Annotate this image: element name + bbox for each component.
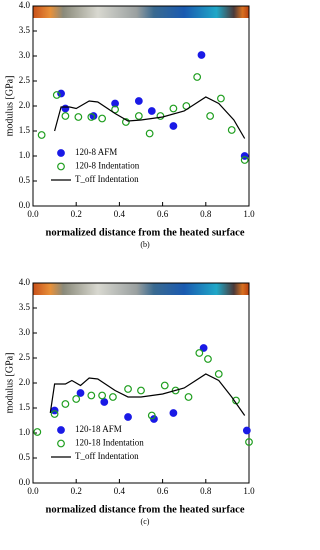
data-point	[242, 426, 251, 435]
x-tick-label: 0.4	[114, 209, 126, 219]
data-point	[217, 94, 225, 103]
caption: (c)	[141, 517, 150, 526]
data-point	[98, 391, 107, 400]
data-point	[214, 370, 223, 378]
y-tick-label: 3.5	[19, 302, 31, 312]
data-point	[121, 118, 130, 126]
y-tick-label: 0.0	[19, 477, 31, 487]
legend-swatch	[57, 162, 65, 171]
data-point	[33, 428, 42, 436]
x-tick-label: 1.0	[243, 209, 255, 219]
data-point	[245, 438, 253, 446]
y-axis-label: modulus [GPa]	[4, 76, 15, 137]
y-tick-label: 4.0	[19, 0, 31, 10]
legend-swatch	[57, 149, 65, 157]
x-tick-label: 0.8	[200, 209, 212, 219]
data-point	[100, 398, 109, 406]
legend-label: 120-18 Indentation	[75, 438, 144, 448]
data-point	[37, 131, 46, 139]
figure: 0.0 0.5 1.0 1.5 2.0 2.5 3.0 3.5 4.0 0.0 0.2 0.4 0.6 0…	[4, 0, 255, 526]
y-tick-label: 2.5	[19, 352, 31, 362]
chart-panel: 0.0 0.5 1.0 1.5 2.0 2.5 3.0 3.5 4.0 0.0 0.2 0.4 0.6 0…	[4, 0, 255, 249]
legend-label: T_off Indentation	[75, 174, 139, 184]
data-point	[197, 51, 206, 59]
data-point	[240, 156, 249, 164]
data-point	[156, 112, 165, 120]
legend-label: 120-8 Indentation	[75, 161, 140, 171]
y-tick-label: 2.0	[19, 100, 31, 110]
x-axis-label: normalized distance from the heated surf…	[46, 504, 245, 515]
data-point	[61, 104, 70, 113]
data-point	[52, 91, 61, 99]
data-point	[61, 112, 70, 120]
data-point	[169, 104, 178, 113]
x-tick-label: 1.0	[243, 486, 255, 496]
data-point	[109, 393, 117, 401]
y-tick-label: 0.5	[19, 452, 31, 462]
data-point	[195, 349, 204, 357]
x-tick-label: 0.4	[114, 486, 126, 496]
sample-image-strip	[33, 283, 249, 295]
y-tick-label: 1.0	[19, 427, 31, 437]
x-tick-label: 0.0	[27, 209, 39, 219]
y-tick-label: 2.0	[19, 377, 31, 387]
data-point	[57, 89, 65, 98]
data-point	[147, 107, 156, 115]
legend-label: 120-8 AFM	[75, 147, 117, 157]
x-tick-label: 0.2	[71, 486, 82, 496]
data-point	[169, 122, 178, 130]
legend-swatch	[57, 439, 65, 448]
y-tick-label: 2.5	[19, 75, 31, 85]
data-point	[98, 114, 107, 123]
data-point	[204, 355, 212, 363]
x-tick-label: 0.6	[157, 209, 169, 219]
x-axis-label: normalized distance from the heated surf…	[46, 227, 245, 238]
y-tick-label: 3.0	[19, 327, 31, 337]
data-point	[74, 113, 83, 121]
data-point	[72, 395, 81, 403]
sample-image-strip	[33, 6, 249, 18]
legend-label: T_off Indentation	[75, 451, 139, 461]
data-point	[87, 391, 96, 400]
data-point	[124, 413, 132, 421]
data-point	[61, 400, 70, 408]
data-point	[87, 113, 96, 121]
data-point	[50, 410, 59, 418]
data-point	[124, 385, 132, 393]
y-tick-label: 1.5	[19, 125, 31, 135]
chart-panel: 0.0 0.5 1.0 1.5 2.0 2.5 3.0 3.5 4.0 0.0 0.2 0.4 0.6 0…	[4, 277, 255, 526]
data-point	[169, 409, 178, 417]
y-tick-label: 0.5	[19, 175, 31, 185]
data-point	[137, 386, 145, 395]
data-point	[134, 97, 143, 105]
y-tick-label: 0.0	[19, 200, 31, 210]
y-axis-label: modulus [GPa]	[4, 353, 15, 414]
legend-label: 120-18 AFM	[75, 424, 122, 434]
data-point	[199, 344, 208, 352]
y-tick-label: 1.5	[19, 402, 31, 412]
data-point	[145, 129, 154, 138]
x-tick-label: 0.2	[71, 209, 82, 219]
data-point	[171, 386, 180, 395]
data-point	[76, 389, 85, 397]
line-series	[54, 96, 246, 139]
data-point	[227, 126, 236, 134]
data-point	[206, 112, 215, 120]
y-tick-label: 3.0	[19, 50, 31, 60]
x-tick-label: 0.0	[27, 486, 39, 496]
line-series	[49, 373, 246, 416]
data-point	[184, 393, 193, 401]
caption: (b)	[140, 240, 150, 249]
data-point	[193, 73, 202, 81]
data-point	[147, 411, 156, 420]
y-tick-label: 1.0	[19, 150, 31, 160]
y-tick-label: 3.5	[19, 25, 31, 35]
y-tick-label: 4.0	[19, 277, 31, 287]
x-tick-label: 0.6	[157, 486, 169, 496]
data-point	[134, 112, 143, 120]
legend-swatch	[57, 426, 65, 434]
plot-frame	[32, 282, 250, 484]
data-point	[160, 381, 169, 390]
x-tick-label: 0.8	[200, 486, 212, 496]
